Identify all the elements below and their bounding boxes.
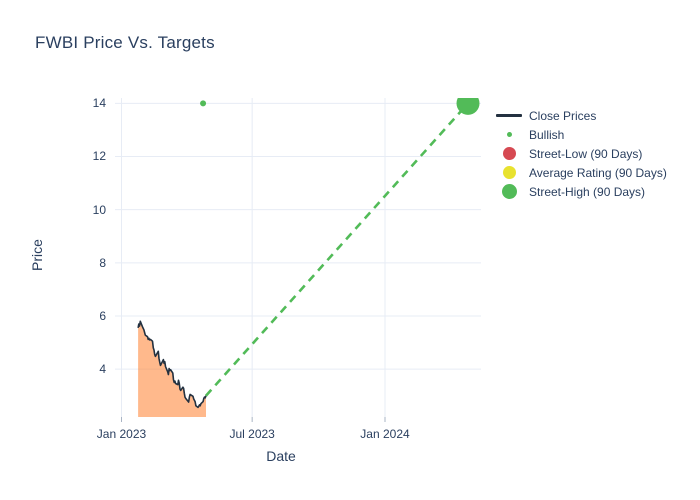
legend-item-bullish[interactable]: Bullish xyxy=(494,125,667,144)
legend-item-average-rating[interactable]: Average Rating (90 Days) xyxy=(494,163,667,182)
street-high-days-marker xyxy=(456,98,480,115)
y-tick-label: 10 xyxy=(92,202,106,217)
y-tick-label: 4 xyxy=(99,362,106,377)
y-tick-label: 6 xyxy=(99,308,106,323)
close-prices-line xyxy=(137,320,207,409)
average-rating-circle-swatch xyxy=(494,166,524,179)
legend-label-bullish: Bullish xyxy=(529,127,565,142)
x-tick-label: Jan 2024 xyxy=(360,427,410,441)
bullish-dot-swatch xyxy=(494,132,524,137)
bullish-dot xyxy=(200,100,207,107)
chart-title: FWBI Price Vs. Targets xyxy=(35,33,215,52)
y-axis-title: Price xyxy=(29,239,45,271)
close-prices-line-swatch xyxy=(494,114,524,117)
legend-item-street-low[interactable]: Street-Low (90 Days) xyxy=(494,144,667,163)
street-high-circle-swatch xyxy=(494,184,524,199)
legend-item-street-high[interactable]: Street-High (90 Days) xyxy=(494,182,667,201)
x-tick-label: Jan 2023 xyxy=(96,427,147,441)
x-tick-label: Jul 2023 xyxy=(229,427,275,441)
legend-label-street-high: Street-High (90 Days) xyxy=(529,184,646,199)
y-tick-label: 12 xyxy=(92,149,106,164)
x-axis-title: Date xyxy=(266,448,296,464)
legend-label-average-rating: Average Rating (90 Days) xyxy=(529,165,667,180)
legend: Close Prices Bullish Street-Low (90 Days… xyxy=(494,106,667,201)
bullish-trend-line xyxy=(204,102,469,397)
legend-item-close-prices[interactable]: Close Prices xyxy=(494,106,667,125)
legend-label-street-low: Street-Low (90 Days) xyxy=(529,146,643,161)
street-low-circle-swatch xyxy=(494,147,524,160)
y-tick-label: 8 xyxy=(99,255,106,270)
y-tick-label: 14 xyxy=(92,96,106,111)
close-prices-area-fill xyxy=(138,321,206,417)
legend-label-close-prices: Close Prices xyxy=(529,108,597,123)
